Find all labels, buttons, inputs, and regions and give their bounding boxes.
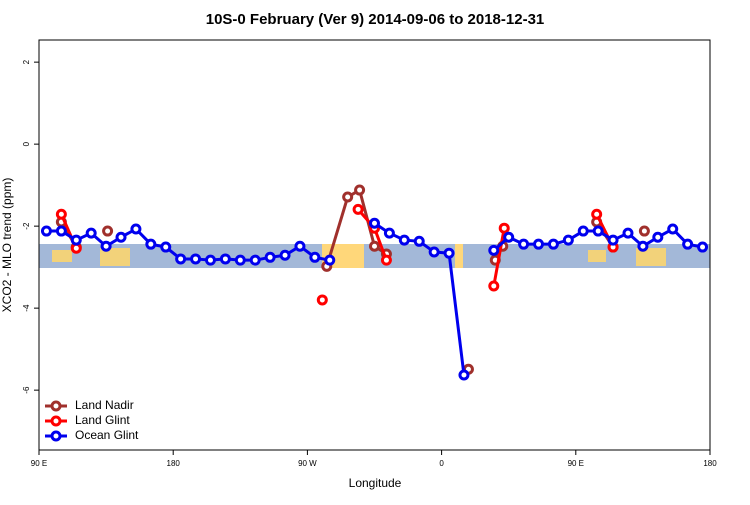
x-tick-label: 90 E [568,459,584,468]
y-tick-label: -4 [22,304,31,312]
data-point [204,254,216,266]
data-point [324,254,336,266]
land-patch [455,244,463,268]
data-point [697,241,709,253]
land-patch [636,248,666,266]
y-tick-label: -6 [22,386,31,394]
data-point [130,223,142,235]
data-point [577,225,589,237]
data-point [622,227,634,239]
data-point [352,203,364,215]
data-point [354,184,366,196]
legend-marker [50,430,62,442]
data-point [316,294,328,306]
data-point [682,238,694,250]
data-point [40,225,52,237]
data-point [279,249,291,261]
data-point [607,234,619,246]
data-point [369,217,380,229]
legend-marker [50,400,62,412]
chart-title: 10S-0 February (Ver 9) 2014-09-06 to 201… [206,11,545,28]
data-point [115,231,127,243]
data-point [234,254,246,266]
data-point [413,235,425,247]
x-tick-label: 180 [703,459,717,468]
data-point [264,251,276,263]
data-point [249,254,261,266]
data-point [309,251,321,263]
data-point [458,369,470,381]
plot-frame [38,39,711,451]
land-patch [52,250,72,262]
data-point [100,240,112,252]
data-point [145,238,157,250]
data-point [518,238,530,250]
data-point [294,240,306,252]
x-tick-label: 90 E [31,459,47,468]
data-point [219,253,231,265]
data-point [443,247,455,259]
data-point [488,280,500,292]
data-point [342,191,354,203]
data-point [369,240,380,252]
x-tick-label: 180 [167,459,181,468]
y-axis-label: XCO2 - MLO trend (ppm) [0,178,14,313]
data-point [383,227,395,239]
legend-marker [50,415,62,427]
data-point [638,225,650,237]
data-point [398,234,410,246]
legend-label: Ocean Glint [75,428,139,442]
data-point [70,234,82,246]
legend-label: Land Nadir [75,398,134,412]
y-tick-label: -2 [22,222,31,230]
data-point [637,240,649,252]
data-point [652,231,664,243]
data-point [503,231,515,243]
data-point [55,208,67,220]
y-tick-label: 2 [22,59,31,64]
land-patch [588,250,606,262]
data-point [562,234,574,246]
data-point [160,241,172,253]
data-point [533,238,545,250]
data-point [488,244,500,256]
data-point [547,238,559,250]
land-patch [100,248,130,266]
data-point [667,223,679,235]
x-axis-label: Longitude [349,476,402,490]
legend-label: Land Glint [75,413,130,427]
data-point [428,246,440,258]
data-point [592,225,604,237]
data-point [498,222,510,234]
data-point [55,225,67,237]
data-point [591,208,603,220]
data-point [190,253,202,265]
data-point [175,253,187,265]
x-tick-label: 0 [439,459,444,468]
y-tick-label: 0 [22,141,31,146]
data-point [380,254,392,266]
data-point [102,225,114,237]
data-point [85,227,97,239]
x-tick-label: 90 W [298,459,317,468]
